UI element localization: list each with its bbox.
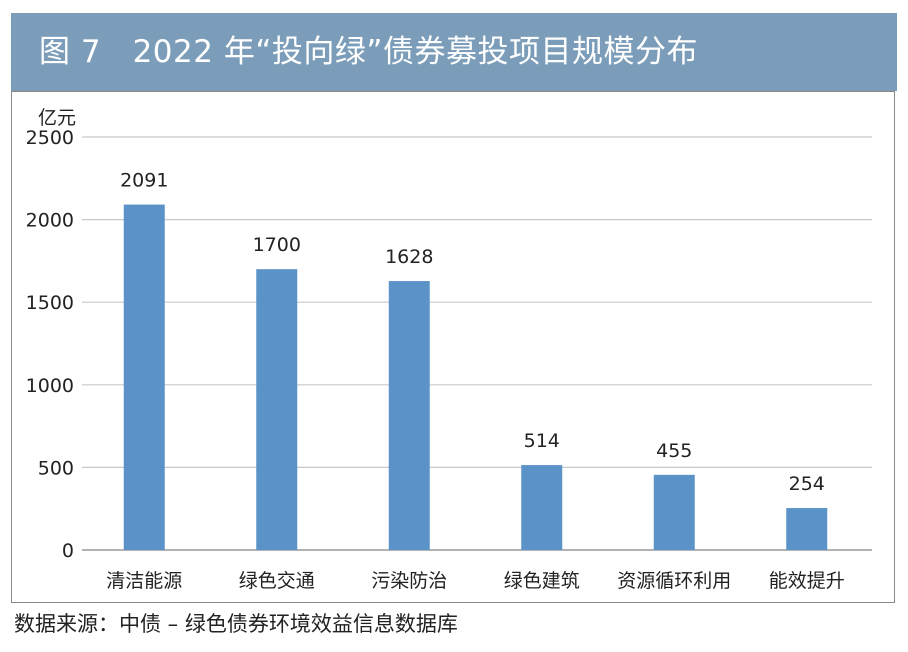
- x-axis-labels: 清洁能源 绿色交通 污染防治 绿色建筑 资源循环利用 能效提升: [106, 570, 845, 592]
- y-tick-label: 1000: [26, 375, 74, 397]
- bar-1: [123, 204, 165, 550]
- y-tick-label: 0: [62, 540, 74, 562]
- y-tick-label: 2000: [26, 210, 74, 232]
- data-label: 1700: [253, 234, 301, 256]
- bar-2: [256, 269, 298, 550]
- source-note: 数据来源：中债 – 绿色债券环境效益信息数据库: [14, 612, 458, 636]
- x-tick-label: 清洁能源: [106, 570, 182, 592]
- data-label: 1628: [385, 246, 433, 268]
- y-axis-unit-label: 亿元: [38, 107, 76, 129]
- x-tick-label: 污染防治: [371, 570, 447, 592]
- y-tick-label: 2500: [26, 127, 74, 149]
- x-tick-label: 绿色交通: [239, 570, 315, 592]
- data-labels: 2091 1700 1628 514 455 254: [120, 170, 825, 495]
- bars: [123, 204, 828, 550]
- y-tick-label: 500: [38, 457, 74, 479]
- data-label: 254: [789, 473, 825, 495]
- x-tick-label: 资源循环利用: [617, 570, 731, 592]
- y-tick-label: 1500: [26, 292, 74, 314]
- bar-5: [653, 474, 695, 550]
- x-tick-label: 绿色建筑: [504, 570, 580, 592]
- bar-6: [786, 508, 828, 550]
- y-axis-ticks: 0 500 1000 1500 2000 2500: [26, 127, 74, 562]
- bar-4: [521, 465, 563, 550]
- chart-title: 图 7 2022 年“投向绿”债券募投项目规模分布: [39, 34, 698, 70]
- data-label: 514: [524, 430, 560, 452]
- data-label: 455: [656, 440, 692, 462]
- data-label: 2091: [120, 170, 168, 192]
- bar-3: [388, 281, 430, 550]
- x-tick-label: 能效提升: [769, 570, 845, 592]
- title-bar: 图 7 2022 年“投向绿”债券募投项目规模分布: [11, 13, 897, 91]
- gridlines: [82, 136, 872, 551]
